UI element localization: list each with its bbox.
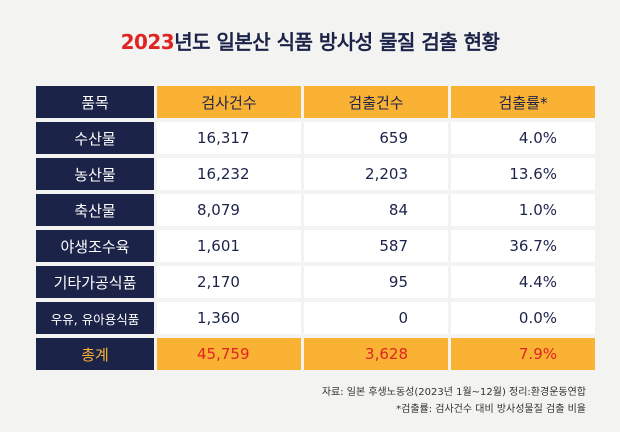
notes: 자료: 일본 후생노동성(2023년 1월~12월) 정리:환경운동연합 *검출… bbox=[322, 384, 586, 418]
row-detected: 0 bbox=[304, 302, 448, 334]
chart-title: 2023년도 일본산 식품 방사성 물질 검출 현황 bbox=[0, 26, 620, 55]
total-label: 총계 bbox=[36, 338, 154, 370]
row-rate: 4.4% bbox=[451, 266, 595, 298]
row-rate: 13.6% bbox=[451, 158, 595, 190]
row-inspected: 1,601 bbox=[157, 230, 301, 262]
row-inspected: 2,170 bbox=[157, 266, 301, 298]
title-text: 년도 일본산 식품 방사성 물질 검출 현황 bbox=[174, 30, 500, 54]
row-item: 우유, 유아용식품 bbox=[36, 302, 154, 334]
header-item: 품목 bbox=[36, 86, 154, 118]
header-detected: 검출건수 bbox=[304, 86, 448, 118]
row-rate: 36.7% bbox=[451, 230, 595, 262]
table-row: 수산물 16,317 659 4.0% bbox=[36, 122, 595, 154]
row-rate: 4.0% bbox=[451, 122, 595, 154]
row-inspected: 1,360 bbox=[157, 302, 301, 334]
row-rate: 1.0% bbox=[451, 194, 595, 226]
table-row: 축산물 8,079 84 1.0% bbox=[36, 194, 595, 226]
header-inspected: 검사건수 bbox=[157, 86, 301, 118]
title-year: 2023 bbox=[120, 30, 175, 54]
header-rate: 검출률* bbox=[451, 86, 595, 118]
row-item: 야생조수육 bbox=[36, 230, 154, 262]
data-table: 품목 검사건수 검출건수 검출률* 수산물 16,317 659 4.0% 농산… bbox=[33, 82, 598, 374]
row-detected: 84 bbox=[304, 194, 448, 226]
row-inspected: 16,232 bbox=[157, 158, 301, 190]
row-inspected: 8,079 bbox=[157, 194, 301, 226]
row-detected: 2,203 bbox=[304, 158, 448, 190]
row-rate: 0.0% bbox=[451, 302, 595, 334]
table-row: 농산물 16,232 2,203 13.6% bbox=[36, 158, 595, 190]
row-detected: 95 bbox=[304, 266, 448, 298]
row-item: 농산물 bbox=[36, 158, 154, 190]
total-detected: 3,628 bbox=[304, 338, 448, 370]
total-inspected: 45,759 bbox=[157, 338, 301, 370]
table-row: 우유, 유아용식품 1,360 0 0.0% bbox=[36, 302, 595, 334]
row-item: 기타가공식품 bbox=[36, 266, 154, 298]
total-row: 총계 45,759 3,628 7.9% bbox=[36, 338, 595, 370]
row-detected: 587 bbox=[304, 230, 448, 262]
row-detected: 659 bbox=[304, 122, 448, 154]
table-row: 야생조수육 1,601 587 36.7% bbox=[36, 230, 595, 262]
source-note: 자료: 일본 후생노동성(2023년 1월~12월) 정리:환경운동연합 bbox=[321, 387, 586, 398]
row-item: 축산물 bbox=[36, 194, 154, 226]
table-row: 기타가공식품 2,170 95 4.4% bbox=[36, 266, 595, 298]
total-rate: 7.9% bbox=[451, 338, 595, 370]
header-row: 품목 검사건수 검출건수 검출률* bbox=[36, 86, 595, 118]
row-item: 수산물 bbox=[36, 122, 154, 154]
footnote: *검출률: 검사건수 대비 방사성물질 검출 비율 bbox=[396, 404, 586, 415]
row-inspected: 16,317 bbox=[157, 122, 301, 154]
